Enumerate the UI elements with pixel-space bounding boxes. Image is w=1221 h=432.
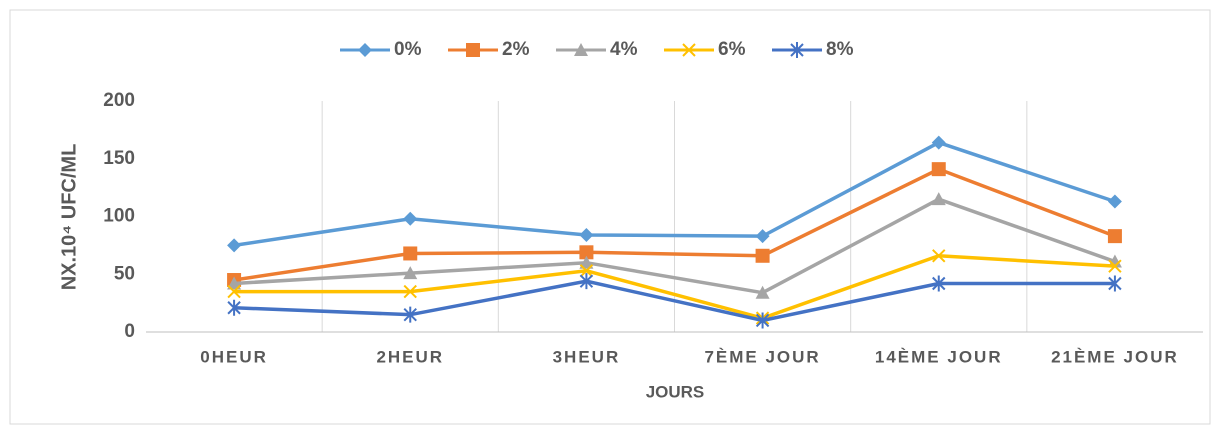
- series-line: [233, 140, 1116, 248]
- point: [579, 264, 594, 278]
- point: [1108, 275, 1122, 292]
- point: [227, 284, 241, 299]
- point: [579, 245, 594, 260]
- point: [931, 135, 946, 150]
- legend-marker: [790, 42, 804, 58]
- x-axis-label: JOURS: [646, 382, 705, 401]
- y-tick-label: 50: [114, 263, 135, 284]
- legend-label: 6%: [718, 39, 746, 60]
- point: [579, 227, 594, 242]
- point: [1107, 229, 1122, 244]
- x-tick-label: 14ÈME JOUR: [875, 347, 1003, 366]
- x-tick-label: 21ÈME JOUR: [1051, 347, 1179, 366]
- point: [931, 162, 946, 177]
- x-tick-label: 0HEUR: [200, 347, 268, 366]
- point: [227, 299, 241, 316]
- legend-label: 2%: [502, 39, 530, 60]
- legend-marker: [682, 43, 696, 57]
- point: [1107, 194, 1122, 209]
- point: [755, 285, 770, 299]
- x-tick-label: 2HEUR: [376, 347, 444, 366]
- point: [403, 284, 417, 299]
- legend-marker: [358, 43, 372, 57]
- y-tick-label: 0: [124, 321, 135, 342]
- series-line: [233, 167, 1116, 282]
- point: [403, 306, 417, 323]
- point: [755, 312, 770, 329]
- point: [579, 255, 594, 269]
- y-tick-label: 100: [103, 206, 135, 227]
- point: [932, 249, 946, 263]
- point: [579, 273, 594, 290]
- y-tick-label: 150: [103, 148, 135, 169]
- series-line: [234, 254, 1116, 320]
- legend-label: 0%: [394, 39, 422, 60]
- legend-marker: [574, 43, 588, 56]
- series-line: [233, 197, 1116, 295]
- point: [403, 211, 418, 226]
- point: [931, 192, 946, 206]
- series-line: [234, 279, 1115, 323]
- legend-marker: [466, 43, 480, 57]
- point: [227, 276, 242, 290]
- point: [403, 246, 418, 261]
- legend-label: 8%: [826, 39, 854, 60]
- chart-frame: [9, 9, 1211, 425]
- point: [403, 266, 418, 280]
- legend-label: 4%: [610, 39, 638, 60]
- point: [755, 248, 770, 263]
- y-axis-label: NX.10⁴ UFC/ML: [58, 144, 80, 291]
- point: [1108, 259, 1122, 273]
- y-tick-label: 200: [103, 90, 135, 111]
- point: [227, 238, 242, 253]
- point: [932, 275, 946, 292]
- x-tick-label: 7ÈME JOUR: [704, 347, 820, 366]
- point: [755, 229, 770, 244]
- x-tick-label: 3HEUR: [553, 347, 621, 366]
